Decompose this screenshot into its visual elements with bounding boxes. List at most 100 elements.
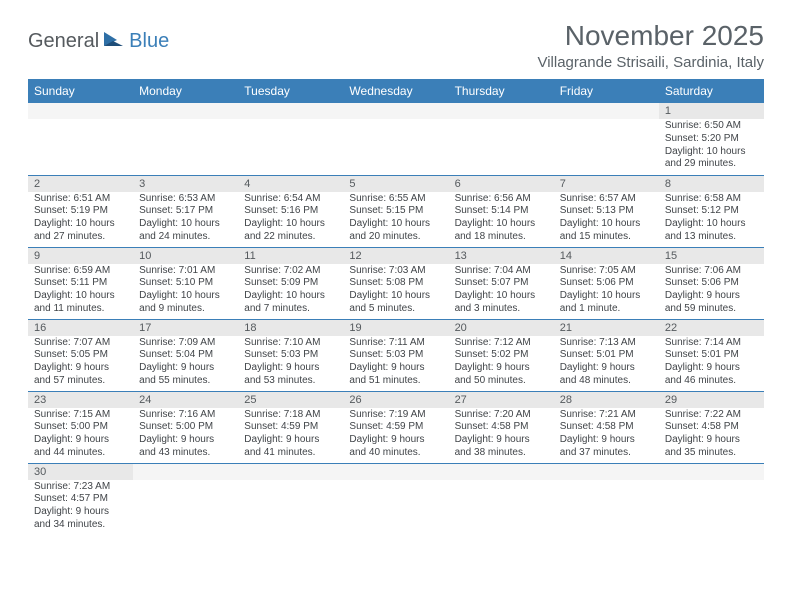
day-content: Sunrise: 7:14 AMSunset: 5:01 PMDaylight:…: [659, 336, 764, 390]
day-content: Sunrise: 6:53 AMSunset: 5:17 PMDaylight:…: [133, 192, 238, 246]
day-content: Sunrise: 7:20 AMSunset: 4:58 PMDaylight:…: [449, 408, 554, 462]
calendar-empty-cell: [343, 103, 448, 175]
day-info-line: Daylight: 9 hours and 50 minutes.: [455, 362, 548, 388]
day-info-line: Sunset: 4:57 PM: [34, 493, 127, 506]
day-info-line: Sunset: 5:00 PM: [34, 421, 127, 434]
day-info-line: Sunset: 4:58 PM: [455, 421, 548, 434]
day-info-line: Daylight: 9 hours and 53 minutes.: [244, 362, 337, 388]
day-number: [133, 464, 238, 480]
day-number: 5: [343, 176, 448, 192]
day-number: [238, 103, 343, 119]
day-number: 21: [554, 320, 659, 336]
day-info-line: Sunrise: 7:06 AM: [665, 265, 758, 278]
day-header: Wednesday: [343, 79, 448, 103]
day-info-line: Daylight: 9 hours and 55 minutes.: [139, 362, 232, 388]
day-content: Sunrise: 7:10 AMSunset: 5:03 PMDaylight:…: [238, 336, 343, 390]
calendar-table: SundayMondayTuesdayWednesdayThursdayFrid…: [28, 79, 764, 535]
day-number: 8: [659, 176, 764, 192]
day-number: 10: [133, 248, 238, 264]
day-header: Friday: [554, 79, 659, 103]
day-info-line: Sunrise: 7:22 AM: [665, 409, 758, 422]
calendar-day-cell: 2Sunrise: 6:51 AMSunset: 5:19 PMDaylight…: [28, 175, 133, 247]
calendar-day-cell: 4Sunrise: 6:54 AMSunset: 5:16 PMDaylight…: [238, 175, 343, 247]
day-info-line: Sunrise: 7:23 AM: [34, 481, 127, 494]
calendar-day-cell: 9Sunrise: 6:59 AMSunset: 5:11 PMDaylight…: [28, 247, 133, 319]
day-number: 15: [659, 248, 764, 264]
day-number: 4: [238, 176, 343, 192]
day-info-line: Sunset: 5:13 PM: [560, 205, 653, 218]
day-content: Sunrise: 6:59 AMSunset: 5:11 PMDaylight:…: [28, 264, 133, 318]
day-info-line: Sunrise: 6:58 AM: [665, 193, 758, 206]
day-info-line: Sunset: 5:19 PM: [34, 205, 127, 218]
day-info-line: Sunset: 5:03 PM: [349, 349, 442, 362]
day-info-line: Sunset: 5:08 PM: [349, 277, 442, 290]
day-info-line: Daylight: 10 hours and 1 minute.: [560, 290, 653, 316]
day-number: [449, 464, 554, 480]
day-info-line: Sunrise: 7:10 AM: [244, 337, 337, 350]
day-info-line: Daylight: 10 hours and 5 minutes.: [349, 290, 442, 316]
calendar-header-row: SundayMondayTuesdayWednesdayThursdayFrid…: [28, 79, 764, 103]
day-number: 12: [343, 248, 448, 264]
day-info-line: Sunrise: 7:21 AM: [560, 409, 653, 422]
day-content: Sunrise: 6:51 AMSunset: 5:19 PMDaylight:…: [28, 192, 133, 246]
calendar-day-cell: 22Sunrise: 7:14 AMSunset: 5:01 PMDayligh…: [659, 319, 764, 391]
calendar-week-row: 16Sunrise: 7:07 AMSunset: 5:05 PMDayligh…: [28, 319, 764, 391]
day-info-line: Sunrise: 6:59 AM: [34, 265, 127, 278]
day-content: Sunrise: 7:23 AMSunset: 4:57 PMDaylight:…: [28, 480, 133, 534]
day-number: 6: [449, 176, 554, 192]
calendar-day-cell: 1Sunrise: 6:50 AMSunset: 5:20 PMDaylight…: [659, 103, 764, 175]
calendar-day-cell: 13Sunrise: 7:04 AMSunset: 5:07 PMDayligh…: [449, 247, 554, 319]
day-info-line: Sunset: 5:16 PM: [244, 205, 337, 218]
day-content: Sunrise: 7:01 AMSunset: 5:10 PMDaylight:…: [133, 264, 238, 318]
day-info-line: Daylight: 9 hours and 57 minutes.: [34, 362, 127, 388]
day-info-line: Sunrise: 7:13 AM: [560, 337, 653, 350]
calendar-day-cell: 10Sunrise: 7:01 AMSunset: 5:10 PMDayligh…: [133, 247, 238, 319]
calendar-day-cell: 8Sunrise: 6:58 AMSunset: 5:12 PMDaylight…: [659, 175, 764, 247]
day-number: 16: [28, 320, 133, 336]
day-number: [449, 103, 554, 119]
day-number: [554, 464, 659, 480]
calendar-week-row: 30Sunrise: 7:23 AMSunset: 4:57 PMDayligh…: [28, 463, 764, 535]
calendar-empty-cell: [238, 103, 343, 175]
day-info-line: Sunrise: 7:07 AM: [34, 337, 127, 350]
day-number: [343, 464, 448, 480]
day-header: Thursday: [449, 79, 554, 103]
logo-flag-icon: [103, 30, 125, 53]
page-header: General Blue November 2025 Villagrande S…: [28, 20, 764, 71]
calendar-empty-cell: [133, 103, 238, 175]
day-info-line: Sunset: 5:06 PM: [560, 277, 653, 290]
calendar-day-cell: 20Sunrise: 7:12 AMSunset: 5:02 PMDayligh…: [449, 319, 554, 391]
day-info-line: Daylight: 10 hours and 22 minutes.: [244, 218, 337, 244]
day-info-line: Sunset: 5:02 PM: [455, 349, 548, 362]
calendar-empty-cell: [659, 463, 764, 535]
calendar-day-cell: 25Sunrise: 7:18 AMSunset: 4:59 PMDayligh…: [238, 391, 343, 463]
day-info-line: Sunrise: 6:53 AM: [139, 193, 232, 206]
day-info-line: Sunset: 5:01 PM: [560, 349, 653, 362]
day-content: Sunrise: 7:13 AMSunset: 5:01 PMDaylight:…: [554, 336, 659, 390]
day-number: 2: [28, 176, 133, 192]
day-number: 13: [449, 248, 554, 264]
day-number: 18: [238, 320, 343, 336]
day-info-line: Daylight: 9 hours and 46 minutes.: [665, 362, 758, 388]
day-content: Sunrise: 7:19 AMSunset: 4:59 PMDaylight:…: [343, 408, 448, 462]
day-info-line: Daylight: 9 hours and 41 minutes.: [244, 434, 337, 460]
day-info-line: Sunset: 5:10 PM: [139, 277, 232, 290]
calendar-day-cell: 16Sunrise: 7:07 AMSunset: 5:05 PMDayligh…: [28, 319, 133, 391]
day-info-line: Daylight: 9 hours and 51 minutes.: [349, 362, 442, 388]
title-block: November 2025 Villagrande Strisaili, Sar…: [537, 20, 764, 71]
day-info-line: Sunrise: 7:09 AM: [139, 337, 232, 350]
calendar-empty-cell: [238, 463, 343, 535]
day-info-line: Daylight: 10 hours and 9 minutes.: [139, 290, 232, 316]
calendar-body: 1Sunrise: 6:50 AMSunset: 5:20 PMDaylight…: [28, 103, 764, 535]
calendar-day-cell: 24Sunrise: 7:16 AMSunset: 5:00 PMDayligh…: [133, 391, 238, 463]
day-number: 19: [343, 320, 448, 336]
day-number: [28, 103, 133, 119]
day-content: Sunrise: 7:21 AMSunset: 4:58 PMDaylight:…: [554, 408, 659, 462]
day-info-line: Daylight: 10 hours and 29 minutes.: [665, 146, 758, 172]
day-content: Sunrise: 7:22 AMSunset: 4:58 PMDaylight:…: [659, 408, 764, 462]
day-number: 29: [659, 392, 764, 408]
day-info-line: Sunrise: 7:18 AM: [244, 409, 337, 422]
day-number: 30: [28, 464, 133, 480]
day-info-line: Sunset: 5:12 PM: [665, 205, 758, 218]
day-info-line: Sunset: 5:00 PM: [139, 421, 232, 434]
